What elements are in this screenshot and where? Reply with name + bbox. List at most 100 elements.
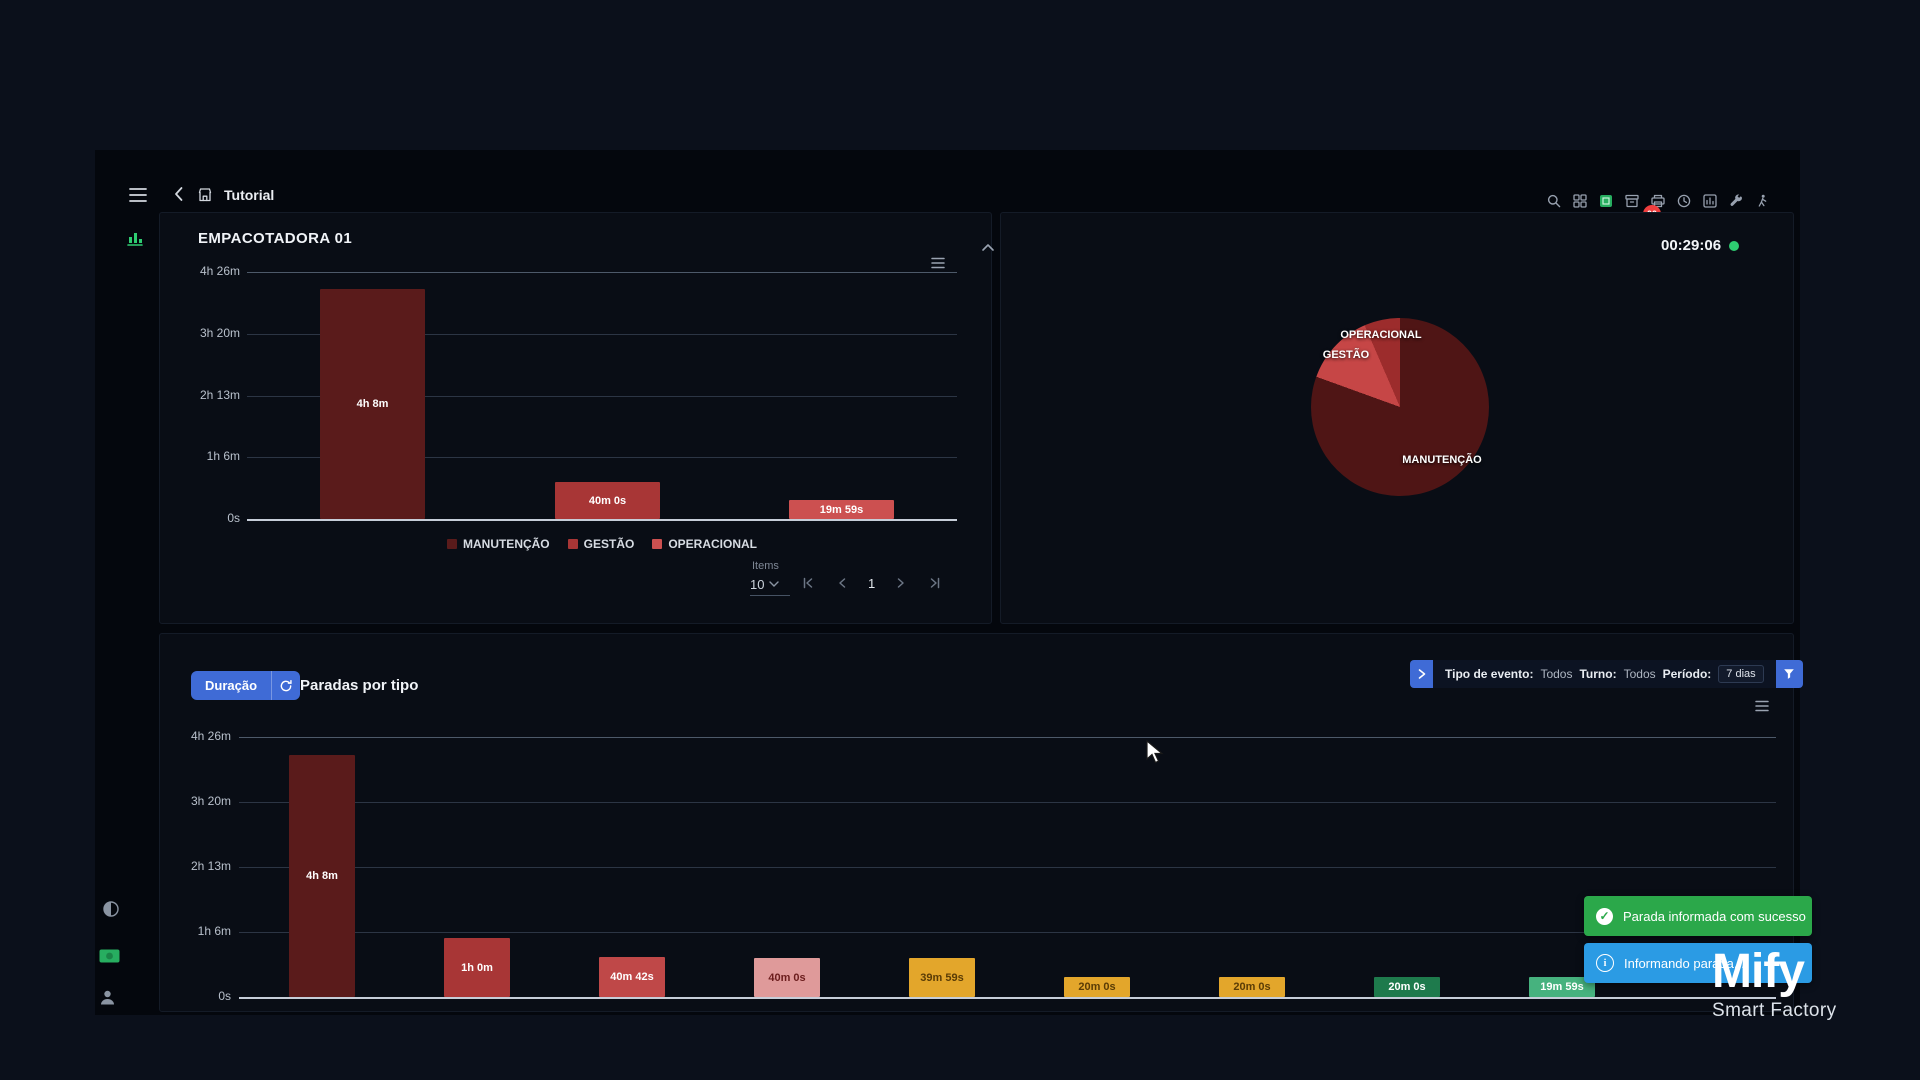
machine-panel-title: EMPACOTADORA 01	[198, 230, 353, 247]
chart-icon[interactable]	[1702, 193, 1718, 209]
bar-5[interactable]: 39m 59s	[909, 958, 975, 997]
bar-value-label: 20m 0s	[1388, 981, 1426, 993]
gridline	[239, 932, 1776, 933]
session-timer: 00:29:06	[1661, 237, 1740, 254]
duration-mode-button[interactable]: Duração	[191, 671, 301, 700]
filter-period-value[interactable]: 7 dias	[1718, 665, 1764, 683]
bar-1[interactable]: 4h 8m	[289, 755, 355, 997]
pagination-prev-icon[interactable]	[834, 575, 850, 591]
y-axis-tick: 4h 26m	[190, 729, 231, 743]
brand-tagline: Smart Factory	[1712, 1000, 1837, 1021]
y-axis-tick: 3h 20m	[190, 794, 231, 808]
bar-value-label: 19m 59s	[1540, 981, 1584, 993]
y-axis-tick: 4h 26m	[199, 264, 240, 278]
toast-info[interactable]: i Informando parada...	[1584, 943, 1812, 983]
filter-event-type-label: Tipo de evento:	[1445, 667, 1534, 681]
legend-item-manutenção[interactable]: MANUTENÇÃO	[446, 537, 550, 551]
legend-label: MANUTENÇÃO	[462, 537, 550, 551]
filter-summary: Tipo de evento: Todos Turno: Todos Perío…	[1433, 660, 1776, 688]
y-axis-tick: 1h 6m	[206, 449, 240, 463]
filter-event-type-value: Todos	[1540, 667, 1573, 681]
bar-3[interactable]: 19m 59s	[789, 500, 894, 519]
shop-icon	[197, 187, 213, 203]
brand-name: Mify	[1712, 945, 1805, 998]
legend-label: OPERACIONAL	[668, 537, 757, 551]
legend-label: GESTÃO	[583, 537, 635, 551]
pagination-last-icon[interactable]	[927, 575, 943, 591]
items-label: Items	[752, 560, 779, 572]
theme-toggle-icon[interactable]	[102, 900, 120, 918]
filter-funnel-icon[interactable]	[1775, 660, 1803, 688]
chart-menu-icon[interactable]	[930, 255, 946, 271]
archive-icon[interactable]	[1624, 193, 1640, 209]
chevron-down-icon	[769, 581, 780, 588]
search-icon[interactable]	[1546, 193, 1562, 209]
legend-swatch	[446, 539, 457, 549]
bar-6[interactable]: 20m 0s	[1064, 977, 1130, 997]
clock-icon[interactable]	[1676, 193, 1692, 209]
gridline	[239, 802, 1776, 803]
page-size-select[interactable]: 10	[750, 577, 790, 596]
legend-item-operacional[interactable]: OPERACIONAL	[652, 537, 757, 551]
filter-expand-icon[interactable]	[1410, 660, 1433, 688]
pagination-next-icon[interactable]	[893, 575, 909, 591]
bar-9[interactable]: 19m 59s	[1529, 977, 1595, 997]
gridline	[247, 272, 957, 273]
bar-3[interactable]: 40m 42s	[599, 957, 665, 997]
pagination-first-icon[interactable]	[800, 575, 816, 591]
toast-success[interactable]: ✓ Parada informada com sucesso	[1584, 896, 1812, 936]
bar-8[interactable]: 20m 0s	[1374, 977, 1440, 997]
brand-logo: Mify Smart Factory	[1712, 948, 1837, 1022]
bar-value-label: 40m 42s	[610, 971, 654, 983]
y-axis-tick: 3h 20m	[199, 326, 240, 340]
toast-text: Parada informada com sucesso	[1623, 908, 1806, 924]
button-divider	[271, 671, 273, 700]
bar-1[interactable]: 4h 8m	[320, 289, 425, 519]
gridline	[247, 396, 957, 397]
bar-value-label: 20m 0s	[1233, 981, 1271, 993]
y-axis-tick: 0s	[218, 989, 231, 1003]
language-flag-icon[interactable]	[99, 949, 120, 963]
user-profile-icon[interactable]	[98, 988, 117, 1007]
y-axis-tick: 2h 13m	[199, 388, 240, 402]
bar-value-label: 20m 0s	[1078, 981, 1116, 993]
stops-by-type-panel: Duração Paradas por tipo Tipo de evento:…	[159, 633, 1803, 1012]
bar-7[interactable]: 20m 0s	[1219, 977, 1285, 997]
bar-value-label: 40m 0s	[588, 494, 627, 507]
bar-4[interactable]: 40m 0s	[754, 958, 820, 997]
gridline	[239, 737, 1776, 738]
machine-bar-chart: 4h 8m 40m 0s 19m 59s	[247, 272, 957, 521]
gridline	[247, 457, 957, 458]
sidebar-production-chart-icon[interactable]	[124, 226, 146, 248]
online-status-dot	[1729, 240, 1740, 251]
stops-pie-chart[interactable]	[1311, 318, 1489, 496]
filter-shift-label: Turno:	[1579, 667, 1617, 681]
apps-grid-icon[interactable]	[1572, 193, 1588, 209]
stops-bar-chart: 4h 8m 1h 0m 40m 42s 40m 0s 39m 59s 20m 0s 20m …	[239, 737, 1776, 999]
y-axis-tick: 0s	[227, 511, 240, 525]
pagination: 1	[800, 575, 943, 591]
pie-label-operacional: OPERACIONAL	[1340, 329, 1422, 341]
filter-shift-value: Todos	[1623, 667, 1656, 681]
menu-icon[interactable]	[128, 186, 148, 204]
y-axis-tick: 1h 6m	[197, 924, 231, 938]
collapse-chevron-icon[interactable]	[980, 240, 996, 254]
refresh-icon[interactable]	[272, 671, 300, 700]
timer-value: 00:29:06	[1661, 237, 1722, 254]
gridline	[239, 997, 1776, 999]
gridline	[247, 519, 957, 521]
current-page[interactable]: 1	[868, 575, 876, 591]
chart-menu-icon[interactable]	[1754, 698, 1770, 714]
legend-item-gestão[interactable]: GESTÃO	[567, 537, 635, 551]
pie-panel: 00:29:06 OPERACIONAL GESTÃO MANUTENÇÃO	[1000, 212, 1794, 624]
pie-label-gestao: GESTÃO	[1322, 349, 1370, 361]
status-green-icon[interactable]	[1598, 193, 1614, 209]
bar-2[interactable]: 1h 0m	[444, 938, 510, 997]
panel-title: Paradas por tipo	[300, 677, 419, 694]
filter-bar[interactable]: Tipo de evento: Todos Turno: Todos Perío…	[1410, 660, 1803, 688]
back-icon[interactable]	[170, 185, 188, 203]
toast-text: Informando parada...	[1624, 955, 1745, 971]
wrench-icon[interactable]	[1728, 193, 1744, 209]
operator-icon[interactable]	[1754, 193, 1770, 209]
bar-2[interactable]: 40m 0s	[555, 482, 660, 519]
